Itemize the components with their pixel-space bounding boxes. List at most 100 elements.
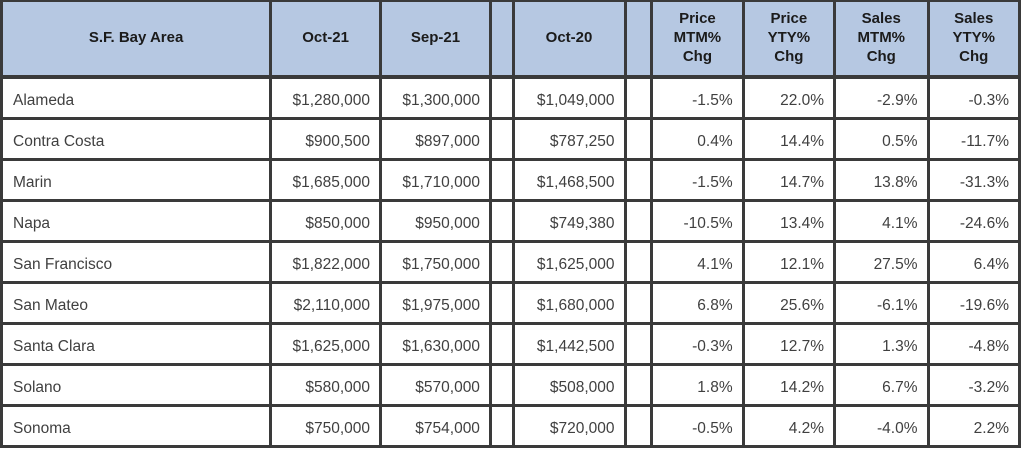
spacer-cell [623, 157, 654, 202]
spacer-cell [488, 116, 515, 161]
value-cell-sep21: $1,975,000 [379, 280, 492, 325]
value-cell-sales_mtm: -6.1% [833, 280, 930, 325]
spacer-cell [488, 75, 515, 120]
table-row: San Francisco $1,822,000 $1,750,000 $1,625,… [0, 239, 1022, 284]
value-cell-oct21: $1,280,000 [269, 75, 383, 120]
value-cell-sales_yty: -24.6% [926, 198, 1022, 243]
spacer-cell [488, 239, 515, 284]
value-cell-sales_yty: -4.8% [926, 321, 1022, 366]
value-cell-price_mtm: -10.5% [650, 198, 745, 243]
header-cell-sales_yty: Sales YTY% Chg [926, 0, 1022, 79]
value-cell-sales_yty: 6.4% [926, 239, 1022, 284]
header-cell-oct21: Oct-21 [269, 0, 383, 79]
value-cell-oct20: $1,680,000 [511, 280, 627, 325]
header-cell-sales_mtm: Sales MTM% Chg [833, 0, 930, 79]
value-cell-oct21: $900,500 [269, 116, 383, 161]
value-cell-oct20: $508,000 [511, 362, 627, 407]
spacer-cell [488, 403, 515, 449]
spacer-cell [623, 321, 654, 366]
value-cell-sales_mtm: 13.8% [833, 157, 930, 202]
value-cell-oct20: $720,000 [511, 403, 627, 449]
spacer-cell [623, 280, 654, 325]
region-cell: Napa [0, 198, 273, 243]
value-cell-price_yty: 12.7% [741, 321, 837, 366]
value-cell-sep21: $1,300,000 [379, 75, 492, 120]
spacer-cell [488, 157, 515, 202]
region-cell: Solano [0, 362, 273, 407]
header-row: S.F. Bay Area Oct-21 Sep-21 Oct-20 Price MTM… [0, 0, 1022, 79]
spacer-cell [623, 75, 654, 120]
region-cell: Sonoma [0, 403, 273, 449]
table-row: Sonoma $750,000 $754,000 $720,000 -0.5% 4.2% -… [0, 403, 1022, 449]
value-cell-oct21: $750,000 [269, 403, 383, 449]
value-cell-sales_mtm: 1.3% [833, 321, 930, 366]
value-cell-sales_mtm: -2.9% [833, 75, 930, 120]
value-cell-sales_yty: 2.2% [926, 403, 1022, 449]
value-cell-sep21: $1,710,000 [379, 157, 492, 202]
header-spacer-cell [623, 0, 654, 79]
value-cell-price_mtm: -0.3% [650, 321, 745, 366]
value-cell-oct20: $1,442,500 [511, 321, 627, 366]
value-cell-price_yty: 25.6% [741, 280, 837, 325]
spacer-cell [488, 280, 515, 325]
region-cell: Contra Costa [0, 116, 273, 161]
value-cell-sep21: $897,000 [379, 116, 492, 161]
header-cell-region: S.F. Bay Area [0, 0, 273, 79]
value-cell-price_yty: 12.1% [741, 239, 837, 284]
value-cell-price_mtm: 0.4% [650, 116, 745, 161]
value-cell-oct21: $1,625,000 [269, 321, 383, 366]
value-cell-sales_mtm: 4.1% [833, 198, 930, 243]
value-cell-sales_mtm: 27.5% [833, 239, 930, 284]
value-cell-sep21: $1,750,000 [379, 239, 492, 284]
region-cell: Alameda [0, 75, 273, 120]
table-row: Alameda $1,280,000 $1,300,000 $1,049,000 -1.… [0, 75, 1022, 120]
value-cell-price_mtm: -0.5% [650, 403, 745, 449]
value-cell-sales_yty: -3.2% [926, 362, 1022, 407]
value-cell-price_yty: 14.2% [741, 362, 837, 407]
value-cell-price_mtm: 1.8% [650, 362, 745, 407]
region-cell: San Mateo [0, 280, 273, 325]
value-cell-price_yty: 14.4% [741, 116, 837, 161]
table-row: Solano $580,000 $570,000 $508,000 1.8% 14.2% 6… [0, 362, 1022, 407]
value-cell-sales_mtm: 6.7% [833, 362, 930, 407]
spacer-cell [623, 198, 654, 243]
value-cell-oct20: $749,380 [511, 198, 627, 243]
region-cell: Santa Clara [0, 321, 273, 366]
spacer-cell [488, 198, 515, 243]
value-cell-price_yty: 14.7% [741, 157, 837, 202]
spacer-cell [623, 239, 654, 284]
value-cell-oct21: $850,000 [269, 198, 383, 243]
value-cell-sep21: $570,000 [379, 362, 492, 407]
value-cell-price_mtm: -1.5% [650, 157, 745, 202]
table-row: Santa Clara $1,625,000 $1,630,000 $1,442,50… [0, 321, 1022, 366]
value-cell-sales_mtm: -4.0% [833, 403, 930, 449]
header-spacer-cell [488, 0, 515, 79]
value-cell-sales_yty: -31.3% [926, 157, 1022, 202]
header-cell-oct20: Oct-20 [511, 0, 627, 79]
value-cell-price_mtm: 4.1% [650, 239, 745, 284]
region-cell: San Francisco [0, 239, 273, 284]
value-cell-price_mtm: 6.8% [650, 280, 745, 325]
value-cell-oct21: $2,110,000 [269, 280, 383, 325]
value-cell-sep21: $754,000 [379, 403, 492, 449]
value-cell-price_yty: 4.2% [741, 403, 837, 449]
value-cell-sales_yty: -11.7% [926, 116, 1022, 161]
table-body: Alameda $1,280,000 $1,300,000 $1,049,000 -1.… [0, 75, 1022, 449]
value-cell-sales_mtm: 0.5% [833, 116, 930, 161]
spacer-cell [488, 321, 515, 366]
region-cell: Marin [0, 157, 273, 202]
value-cell-sep21: $950,000 [379, 198, 492, 243]
spacer-cell [623, 362, 654, 407]
table-row: Contra Costa $900,500 $897,000 $787,250 0.4%… [0, 116, 1022, 161]
table-row: Napa $850,000 $950,000 $749,380 -10.5% 13.4% 4… [0, 198, 1022, 243]
value-cell-price_yty: 22.0% [741, 75, 837, 120]
table-row: San Mateo $2,110,000 $1,975,000 $1,680,000 6… [0, 280, 1022, 325]
header-cell-price_mtm: Price MTM% Chg [650, 0, 745, 79]
table-row: Marin $1,685,000 $1,710,000 $1,468,500 -1.5%… [0, 157, 1022, 202]
value-cell-sales_yty: -19.6% [926, 280, 1022, 325]
value-cell-sep21: $1,630,000 [379, 321, 492, 366]
header-cell-sep21: Sep-21 [379, 0, 492, 79]
value-cell-oct20: $787,250 [511, 116, 627, 161]
value-cell-sales_yty: -0.3% [926, 75, 1022, 120]
